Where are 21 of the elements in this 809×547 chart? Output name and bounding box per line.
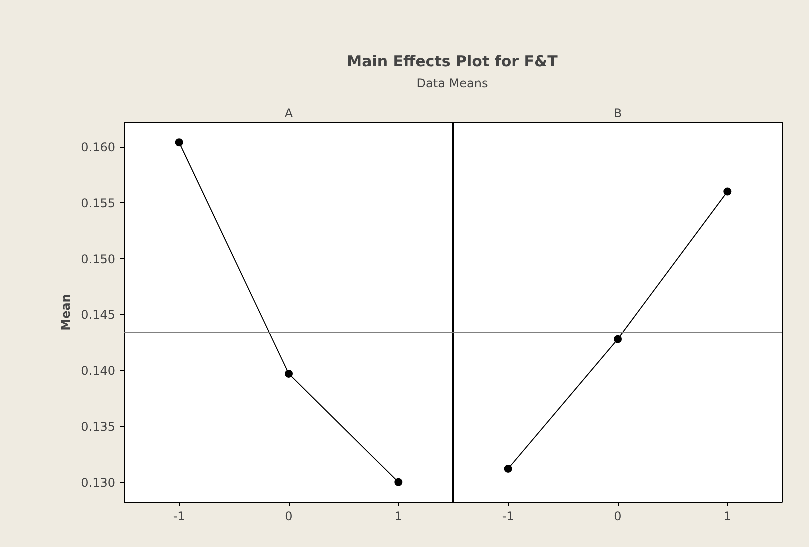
y-tick-label: 0.150 <box>81 252 116 266</box>
y-tick-label: 0.140 <box>81 364 116 378</box>
x-tick-label: 0 <box>614 510 622 524</box>
chart-title: Main Effects Plot for F&T <box>347 52 559 70</box>
y-axis-title: Mean <box>59 294 74 331</box>
text: B <box>614 106 622 120</box>
point <box>394 478 403 486</box>
x-tick-label: 0 <box>285 510 293 524</box>
point <box>175 138 184 147</box>
y-tick-label: 0.135 <box>81 420 116 434</box>
y-tick-label: 0.160 <box>81 140 116 155</box>
chart-subtitle: Data Means <box>416 76 488 90</box>
y-tick-label: 0.145 <box>81 308 116 322</box>
y-tick-label: 0.130 <box>81 476 116 490</box>
text: A <box>284 106 294 120</box>
x-tick-label: -1 <box>173 510 186 524</box>
x-tick-label: 1 <box>724 510 732 524</box>
x-tick-label: -1 <box>502 510 514 524</box>
point <box>285 370 293 378</box>
y-tick-label: 0.155 <box>81 196 116 210</box>
x-tick-label: 1 <box>394 510 402 524</box>
